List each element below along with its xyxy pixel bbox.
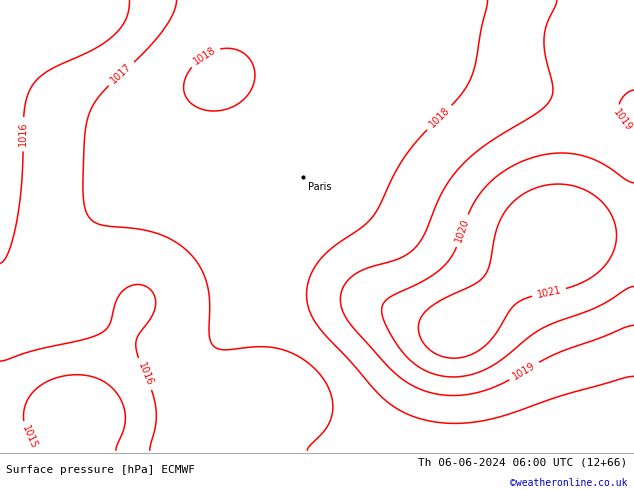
Text: 1015: 1015 [20,424,39,450]
Text: 1016: 1016 [136,361,155,387]
Text: 1020: 1020 [454,218,471,244]
Text: ©weatheronline.co.uk: ©weatheronline.co.uk [510,478,628,488]
Text: 1019: 1019 [511,361,538,382]
Text: 1018: 1018 [191,45,217,67]
Text: 1018: 1018 [427,105,451,130]
Text: 1016: 1016 [18,122,29,147]
Text: Paris: Paris [308,182,332,193]
Text: 1017: 1017 [109,62,134,86]
Text: Th 06-06-2024 06:00 UTC (12+66): Th 06-06-2024 06:00 UTC (12+66) [418,458,628,467]
Text: 1021: 1021 [536,285,562,300]
Text: 1019: 1019 [612,108,634,133]
Text: Surface pressure [hPa] ECMWF: Surface pressure [hPa] ECMWF [6,465,195,475]
